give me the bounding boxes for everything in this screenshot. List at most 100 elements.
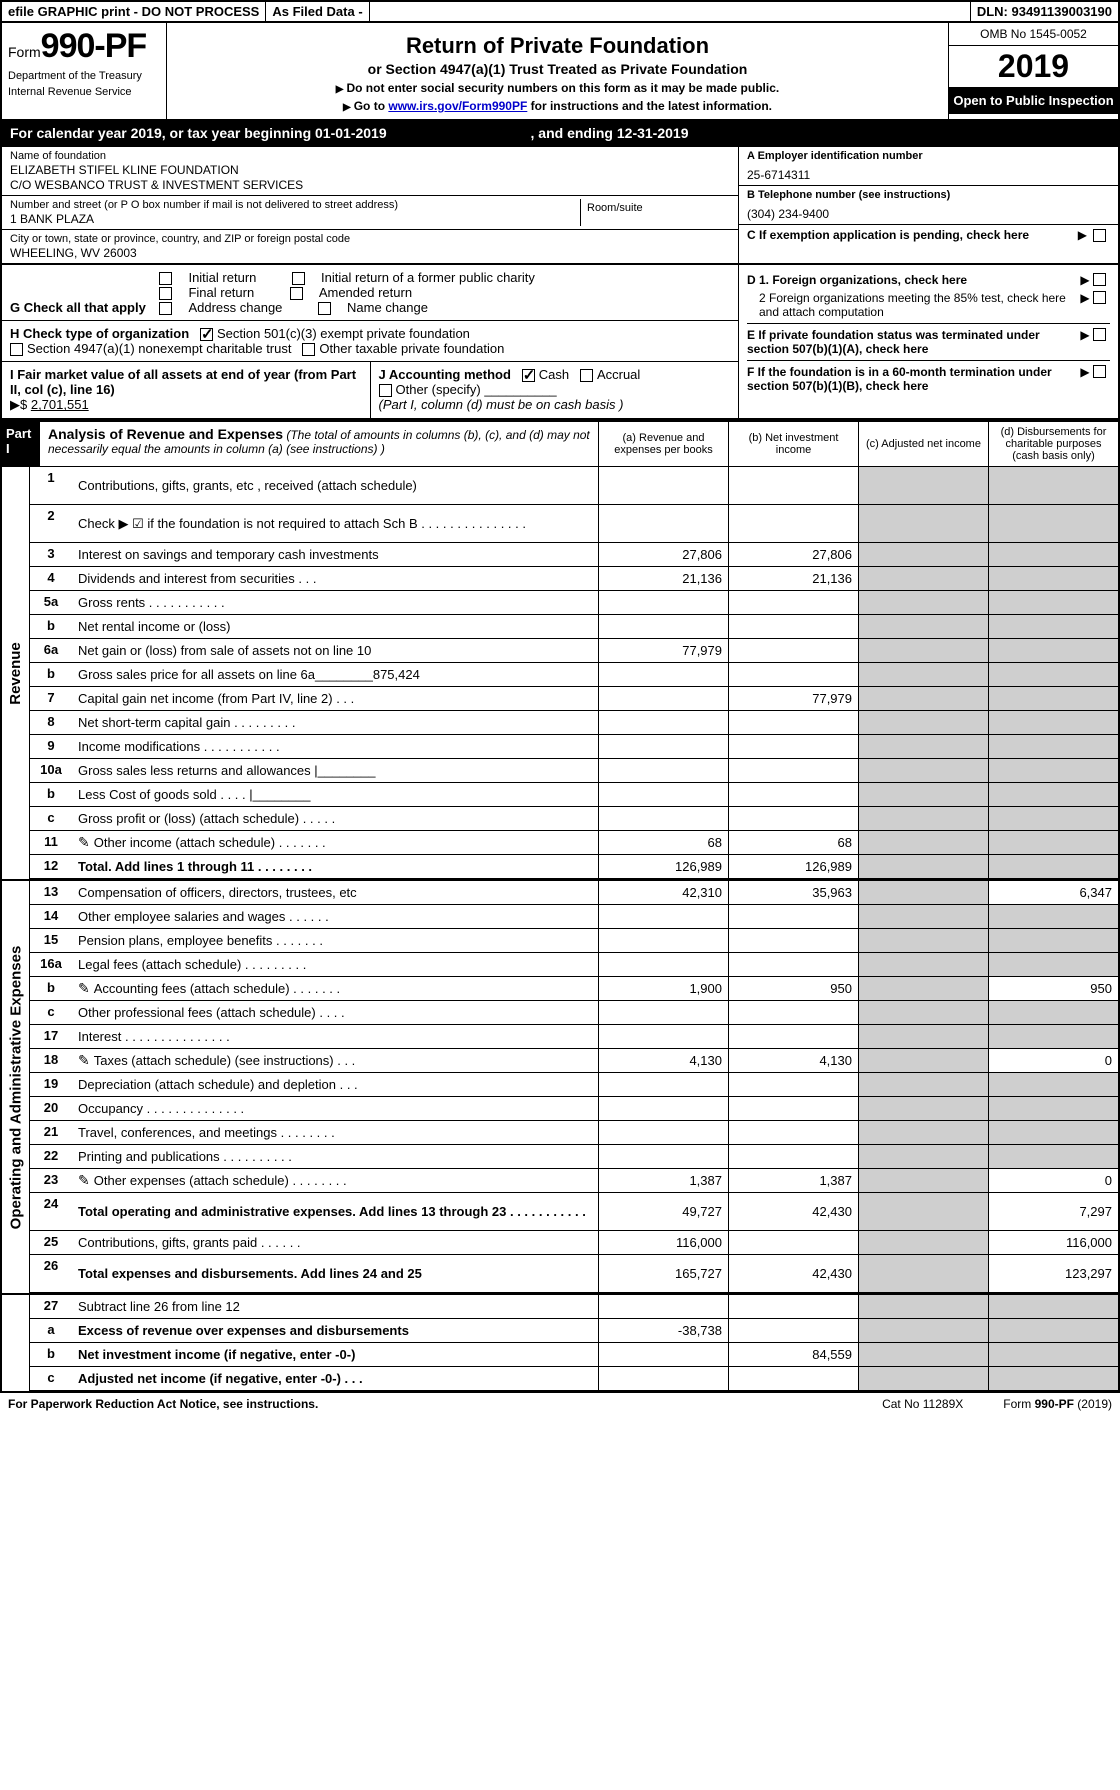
col-c xyxy=(858,591,988,614)
col-d: 7,297 xyxy=(988,1193,1118,1230)
table-row: cGross profit or (loss) (attach schedule… xyxy=(30,807,1118,831)
row-num: 23 xyxy=(30,1169,72,1192)
exemption-row: C If exemption application is pending, c… xyxy=(739,225,1118,245)
g-initial-checkbox[interactable] xyxy=(159,272,172,285)
col-a: 4,130 xyxy=(598,1049,728,1072)
col-d: 116,000 xyxy=(988,1231,1118,1254)
e-checkbox[interactable] xyxy=(1093,328,1106,341)
row-num: c xyxy=(30,1001,72,1024)
col-d xyxy=(988,1145,1118,1168)
expense-section: Operating and Administrative Expenses 13… xyxy=(2,879,1118,1293)
row-num: 16a xyxy=(30,953,72,976)
phone-value: (304) 234-9400 xyxy=(747,207,1110,221)
row-desc: Other employee salaries and wages . . . … xyxy=(72,905,598,928)
row-num: 21 xyxy=(30,1121,72,1144)
table-row: 5aGross rents . . . . . . . . . . . xyxy=(30,591,1118,615)
row-num: 15 xyxy=(30,929,72,952)
name-row: Name of foundation ELIZABETH STIFEL KLIN… xyxy=(2,147,738,196)
form-title: Return of Private Foundation xyxy=(177,33,938,59)
j-accrual-checkbox[interactable] xyxy=(580,369,593,382)
efile-notice: efile GRAPHIC print - DO NOT PROCESS xyxy=(2,2,266,21)
row-desc: Adjusted net income (if negative, enter … xyxy=(72,1367,598,1390)
col-a xyxy=(598,1343,728,1366)
row-desc: Check ▶ ☑ if the foundation is not requi… xyxy=(72,505,598,542)
h-row: H Check type of organization Section 501… xyxy=(2,321,738,362)
table-row: cOther professional fees (attach schedul… xyxy=(30,1001,1118,1025)
attach-icon[interactable]: ✎ xyxy=(78,1172,90,1189)
row-num: 5a xyxy=(30,591,72,614)
g-initial-former-checkbox[interactable] xyxy=(292,272,305,285)
col-b xyxy=(728,1145,858,1168)
ij-row: I Fair market value of all assets at end… xyxy=(2,362,738,418)
col-d xyxy=(988,831,1118,854)
table-row: 3Interest on savings and temporary cash … xyxy=(30,543,1118,567)
attach-icon[interactable]: ✎ xyxy=(78,980,90,997)
g-final-checkbox[interactable] xyxy=(159,287,172,300)
j-other-checkbox[interactable] xyxy=(379,384,392,397)
g-addrchg-checkbox[interactable] xyxy=(159,302,172,315)
d2-checkbox[interactable] xyxy=(1093,291,1106,304)
table-row: 15Pension plans, employee benefits . . .… xyxy=(30,929,1118,953)
table-row: 11✎Other income (attach schedule) . . . … xyxy=(30,831,1118,855)
row-desc: ✎Other income (attach schedule) . . . . … xyxy=(72,831,598,854)
row-num: 26 xyxy=(30,1255,72,1292)
col-b xyxy=(728,505,858,542)
col-c xyxy=(858,1319,988,1342)
note-2-post: for instructions and the latest informat… xyxy=(527,99,772,113)
checks-left: G Check all that apply Initial return In… xyxy=(2,265,738,418)
f-checkbox[interactable] xyxy=(1093,365,1106,378)
col-d: 123,297 xyxy=(988,1255,1118,1292)
row-desc: Net investment income (if negative, ente… xyxy=(72,1343,598,1366)
col-d xyxy=(988,905,1118,928)
i-cell: I Fair market value of all assets at end… xyxy=(2,362,371,418)
col-a: 1,900 xyxy=(598,977,728,1000)
col-b xyxy=(728,663,858,686)
col-a: 21,136 xyxy=(598,567,728,590)
form-number: 990-PF xyxy=(41,27,147,65)
j-cash-checkbox[interactable] xyxy=(522,369,535,382)
h-501c3-checkbox[interactable] xyxy=(200,328,213,341)
col-d xyxy=(988,639,1118,662)
omb-number: OMB No 1545-0052 xyxy=(949,23,1118,46)
col-b xyxy=(728,905,858,928)
g-row: G Check all that apply Initial return In… xyxy=(2,265,738,321)
attach-icon[interactable]: ✎ xyxy=(78,834,90,851)
h-4947-checkbox[interactable] xyxy=(10,343,23,356)
row-num: c xyxy=(30,1367,72,1390)
table-row: 24Total operating and administrative exp… xyxy=(30,1193,1118,1231)
col-a: 116,000 xyxy=(598,1231,728,1254)
col-d xyxy=(988,1001,1118,1024)
col-d xyxy=(988,543,1118,566)
col-c xyxy=(858,663,988,686)
col-d: 6,347 xyxy=(988,881,1118,904)
col-d xyxy=(988,953,1118,976)
h-other-checkbox[interactable] xyxy=(302,343,315,356)
note-2-pre: Go to xyxy=(354,99,389,113)
col-c xyxy=(858,1169,988,1192)
col-b xyxy=(728,953,858,976)
col-b xyxy=(728,639,858,662)
c-label: C If exemption application is pending, c… xyxy=(747,228,1072,242)
col-b xyxy=(728,735,858,758)
col-c xyxy=(858,1121,988,1144)
name-column: Name of foundation ELIZABETH STIFEL KLIN… xyxy=(2,147,738,263)
row-num: 27 xyxy=(30,1295,72,1318)
c-checkbox[interactable] xyxy=(1093,229,1106,242)
col-b xyxy=(728,467,858,504)
table-row: 25Contributions, gifts, grants paid . . … xyxy=(30,1231,1118,1255)
d1-checkbox[interactable] xyxy=(1093,273,1106,286)
col-d xyxy=(988,711,1118,734)
g-amended-checkbox[interactable] xyxy=(290,287,303,300)
col-c xyxy=(858,831,988,854)
attach-icon[interactable]: ✎ xyxy=(78,1052,90,1069)
row-desc: Pension plans, employee benefits . . . .… xyxy=(72,929,598,952)
col-d xyxy=(988,807,1118,830)
row-num: b xyxy=(30,663,72,686)
row-num: 18 xyxy=(30,1049,72,1072)
g-namechg-checkbox[interactable] xyxy=(318,302,331,315)
col-c xyxy=(858,1025,988,1048)
row-desc: Occupancy . . . . . . . . . . . . . . xyxy=(72,1097,598,1120)
irs-link[interactable]: www.irs.gov/Form990PF xyxy=(388,99,527,113)
table-row: 1Contributions, gifts, grants, etc , rec… xyxy=(30,467,1118,505)
revenue-table: 1Contributions, gifts, grants, etc , rec… xyxy=(30,467,1118,879)
